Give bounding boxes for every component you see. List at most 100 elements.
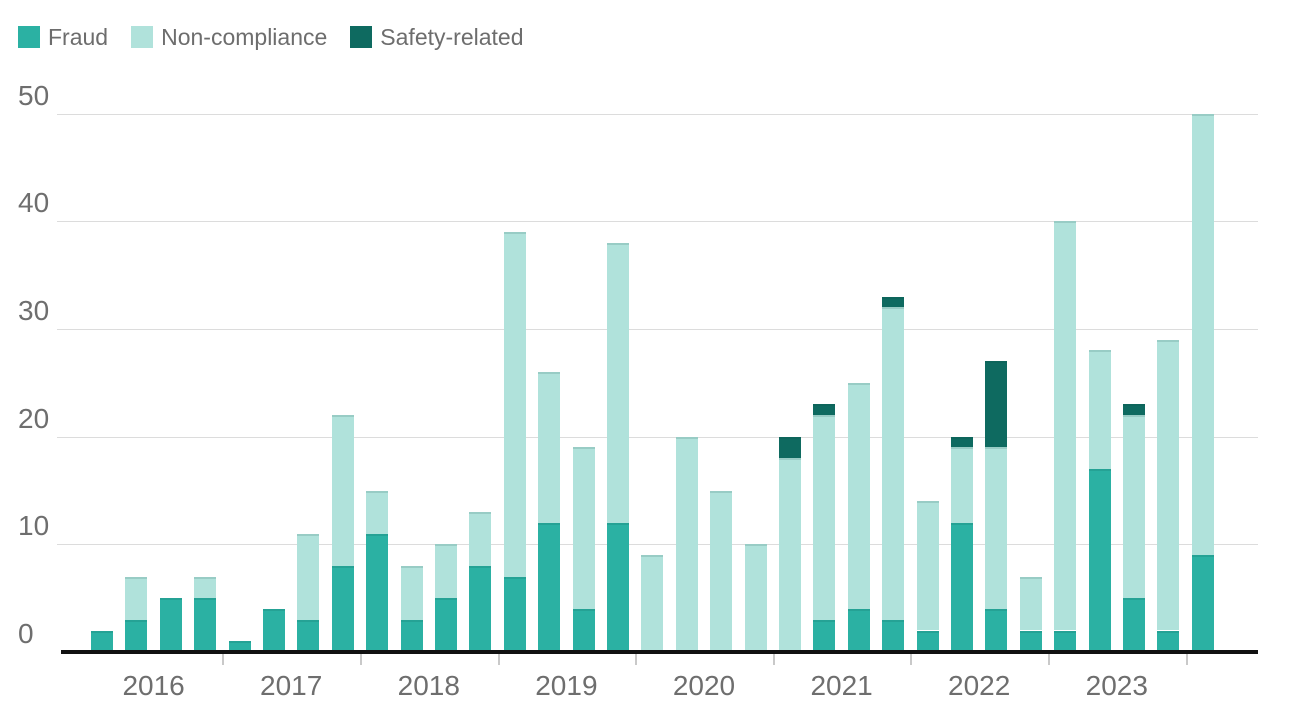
bar-segment-fraud[interactable] [538, 522, 561, 654]
bar-segment-safety[interactable] [882, 296, 905, 308]
bar-segment-noncompliance[interactable] [951, 447, 973, 523]
y-axis-tick-label: 0 [18, 618, 34, 649]
bar-segment-noncompliance[interactable] [675, 436, 698, 654]
bar-segment-noncompliance[interactable] [572, 447, 595, 609]
bar-segment-noncompliance[interactable] [607, 242, 629, 523]
x-axis-tick [1185, 654, 1188, 665]
x-axis-year-label: 2023 [1085, 670, 1148, 701]
bar-segment-fraud[interactable] [882, 619, 905, 654]
bar-segment-fraud[interactable] [331, 565, 354, 654]
bar-segment-noncompliance[interactable] [194, 576, 217, 599]
bar-segment-noncompliance[interactable] [985, 447, 1008, 609]
bar-segment-noncompliance[interactable] [641, 555, 664, 654]
bar-segment-fraud[interactable] [951, 522, 973, 654]
gridline-20 [57, 436, 1258, 438]
bar-segment-noncompliance[interactable] [744, 544, 767, 654]
bar-segment-fraud[interactable] [263, 608, 285, 654]
x-axis-tick [1048, 654, 1050, 665]
x-axis-year-label: 2019 [535, 670, 598, 701]
bar-segment-noncompliance[interactable] [366, 490, 389, 534]
bar-segment-fraud[interactable] [1088, 468, 1111, 654]
x-axis-year-label: 2021 [810, 670, 873, 701]
x-axis-tick [360, 654, 362, 665]
legend-label-fraud: Fraud [48, 24, 109, 50]
bar-segment-fraud[interactable] [366, 533, 389, 654]
bar-segment-noncompliance[interactable] [331, 415, 354, 566]
bar-segment-fraud[interactable] [400, 619, 423, 654]
y-axis-tick-label: 30 [18, 294, 50, 326]
legend-item-safety: Safety-related [350, 24, 524, 50]
bar-segment-noncompliance[interactable] [847, 382, 870, 609]
bar-segment-safety[interactable] [813, 404, 836, 416]
bar-segment-noncompliance[interactable] [400, 565, 423, 620]
bar-segment-noncompliance[interactable] [1019, 576, 1042, 631]
y-axis-tick-label: 40 [18, 187, 50, 219]
bar-segment-safety[interactable] [951, 436, 973, 448]
legend-label-safety: Safety-related [380, 24, 524, 50]
bar-segment-fraud[interactable] [469, 565, 492, 654]
bar-segment-noncompliance[interactable] [1157, 339, 1180, 631]
gridline-50 [57, 113, 1258, 115]
bar-segment-noncompliance[interactable] [469, 512, 492, 566]
bar-segment-noncompliance[interactable] [813, 415, 836, 620]
x-axis-year-label: 2022 [948, 670, 1011, 701]
bar-segment-fraud[interactable] [1191, 555, 1214, 654]
bar-segment-noncompliance[interactable] [125, 576, 148, 620]
bar-segment-noncompliance[interactable] [435, 544, 457, 599]
x-axis-tick [772, 654, 775, 665]
bar-segment-safety[interactable] [1123, 404, 1145, 416]
bar-segment-fraud[interactable] [297, 619, 320, 654]
bar-segment-fraud[interactable] [607, 522, 629, 654]
bar-segment-fraud[interactable] [194, 598, 217, 654]
y-axis-tick-label: 50 [18, 79, 50, 111]
bar-segment-noncompliance[interactable] [297, 533, 320, 620]
legend-swatch-safety-icon [350, 26, 373, 48]
bar-segment-noncompliance[interactable] [1191, 113, 1214, 556]
x-axis-year-label: 2018 [397, 670, 460, 701]
x-axis-tick [635, 654, 638, 665]
gridline-40 [57, 221, 1258, 223]
bar-segment-noncompliance[interactable] [1054, 221, 1077, 631]
legend-swatch-noncompliance-icon [131, 26, 154, 48]
legend-label-noncompliance: Non-compliance [161, 24, 328, 50]
bar-segment-safety[interactable] [779, 436, 801, 459]
bar-segment-noncompliance[interactable] [916, 501, 939, 631]
bar-segment-fraud[interactable] [985, 608, 1008, 654]
bar-segment-fraud[interactable] [125, 619, 148, 654]
x-axis-tick [222, 654, 225, 665]
bar-segment-noncompliance[interactable] [538, 372, 561, 523]
bar-segment-fraud[interactable] [847, 608, 870, 654]
bar-segment-noncompliance[interactable] [882, 307, 905, 620]
gridline-30 [57, 328, 1258, 330]
x-axis-year-label: 2017 [260, 670, 323, 701]
x-axis-year-label: 2020 [672, 670, 736, 701]
x-axis-tick [910, 654, 913, 665]
bar-segment-noncompliance[interactable] [710, 490, 733, 654]
bar-segment-fraud[interactable] [813, 619, 836, 654]
bar-segment-fraud[interactable] [1157, 630, 1180, 654]
bar-segment-fraud[interactable] [1054, 630, 1077, 654]
x-axis-line [61, 650, 1258, 654]
x-axis-tick [497, 654, 500, 665]
bar-segment-fraud[interactable] [572, 608, 595, 654]
legend: Fraud Non-compliance Safety-related [18, 25, 524, 49]
legend-item-noncompliance: Non-compliance [131, 25, 327, 49]
bar-segment-fraud[interactable] [91, 630, 113, 654]
legend-item-fraud: Fraud [18, 25, 108, 49]
bar-segment-safety[interactable] [985, 361, 1008, 448]
bar-segment-noncompliance[interactable] [779, 458, 801, 654]
bar-segment-fraud[interactable] [1019, 630, 1042, 654]
bar-segment-fraud[interactable] [1123, 598, 1145, 654]
gridline-10 [57, 544, 1258, 546]
bar-segment-fraud[interactable] [503, 576, 526, 654]
bar-segment-noncompliance[interactable] [1088, 350, 1111, 469]
bar-segment-noncompliance[interactable] [1123, 415, 1145, 599]
y-axis-tick-label: 20 [18, 402, 50, 434]
bar-segment-fraud[interactable] [435, 598, 457, 654]
bar-segment-fraud[interactable] [916, 630, 939, 654]
bar-segment-fraud[interactable] [159, 598, 182, 654]
bar-segment-noncompliance[interactable] [503, 232, 526, 577]
y-axis-tick-label: 10 [18, 510, 50, 542]
